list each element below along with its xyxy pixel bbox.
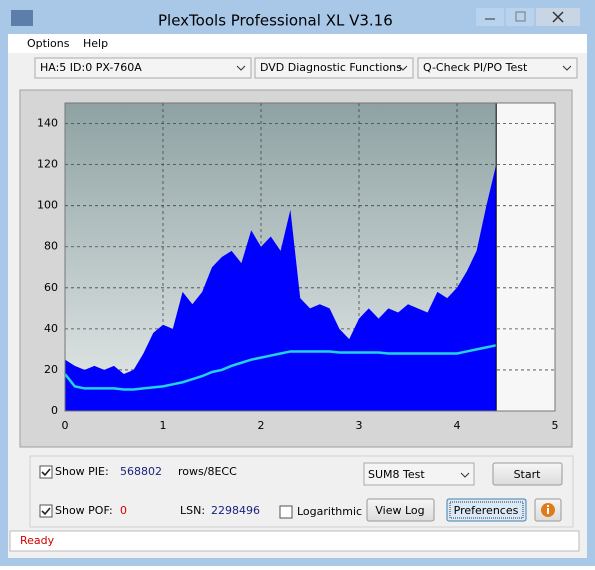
- menu-bar: [8, 34, 587, 53]
- checkmark: [41, 507, 51, 516]
- y-tick-label: 60: [44, 281, 58, 294]
- dropdown-arrow: [562, 65, 572, 71]
- y-tick-label: 20: [44, 363, 58, 376]
- toolbar-select-value: DVD Diagnostic Functions: [260, 61, 402, 74]
- show-pof-label: Show POF:: [55, 504, 113, 517]
- status-text: Ready: [20, 534, 55, 547]
- x-tick-label: 3: [356, 419, 363, 432]
- y-tick-label: 80: [44, 240, 58, 253]
- preferences-button[interactable]: [446, 498, 527, 522]
- y-tick-label: 0: [51, 404, 58, 417]
- dropdown-arrow: [460, 472, 470, 478]
- chart: 0 20 40 60 80 100 120 140 0 1 2 3 4 5: [37, 102, 559, 432]
- dropdown-arrow: [236, 65, 246, 71]
- pie-value: 568802: [120, 465, 162, 478]
- pie-unit: rows/8ECC: [178, 465, 237, 478]
- preferences-label: Preferences: [454, 504, 519, 517]
- y-tick-label: 120: [37, 158, 58, 171]
- toolbar-select[interactable]: [34, 57, 252, 79]
- average-line: [64, 344, 497, 391]
- view-log-button[interactable]: [366, 498, 435, 522]
- close-icon: [552, 11, 564, 23]
- toolbar-select-value: HA:5 ID:0 PX-760A: [40, 61, 142, 74]
- maximize-icon: [515, 11, 526, 22]
- minimize-button[interactable]: [476, 8, 504, 26]
- pof-value: 0: [120, 504, 127, 517]
- start-button-label: Start: [514, 468, 542, 481]
- y-tick-label: 140: [37, 117, 58, 130]
- app-icon: [11, 10, 33, 26]
- lsn-label: LSN:: [180, 504, 205, 517]
- checkbox[interactable]: [39, 504, 53, 518]
- y-tick-label: 100: [37, 199, 58, 212]
- checkmark: [41, 468, 51, 477]
- checkbox[interactable]: [39, 465, 53, 479]
- lsn-value: 2298496: [211, 504, 260, 517]
- x-tick-label: 4: [454, 419, 461, 432]
- toolbar: HA:5 ID:0 PX-760A DVD Diagnostic Function…: [34, 57, 578, 79]
- maximize-button[interactable]: [506, 8, 534, 26]
- checkbox[interactable]: [279, 505, 293, 519]
- x-tick-label: 1: [160, 419, 167, 432]
- logarithmic-label: Logarithmic: [297, 505, 362, 518]
- start-button[interactable]: [492, 462, 563, 486]
- info-icon-dot: [547, 505, 549, 507]
- pie-area: [65, 164, 497, 411]
- controls: Show PIE: 568802 rows/8ECC Show POF: 0 L…: [39, 462, 563, 522]
- toolbar-select-value: Q-Check PI/PO Test: [423, 61, 528, 74]
- dropdown-arrow: [398, 65, 408, 71]
- x-tick-label: 2: [258, 419, 265, 432]
- info-icon-stem: [547, 508, 549, 514]
- plot-border: [64, 102, 556, 412]
- control-group: [29, 455, 574, 528]
- y-tick-label: 40: [44, 322, 58, 335]
- x-tick-label: 5: [552, 419, 559, 432]
- test-mode-value: SUM8 Test: [368, 468, 425, 481]
- toolbar-select[interactable]: [417, 57, 578, 79]
- status-bar: [9, 530, 580, 552]
- test-mode-select[interactable]: [363, 462, 475, 486]
- menu-item[interactable]: Options: [27, 37, 70, 50]
- x-tick-label: 0: [62, 419, 69, 432]
- unscanned-area: [496, 103, 555, 411]
- show-pie-label: Show PIE:: [55, 465, 109, 478]
- view-log-label: View Log: [375, 504, 424, 517]
- menu-item[interactable]: Help: [83, 37, 108, 50]
- window-title: PlexTools Professional XL V3.16: [158, 12, 393, 30]
- focus-rect: [449, 501, 524, 519]
- toolbar-select[interactable]: [254, 57, 414, 79]
